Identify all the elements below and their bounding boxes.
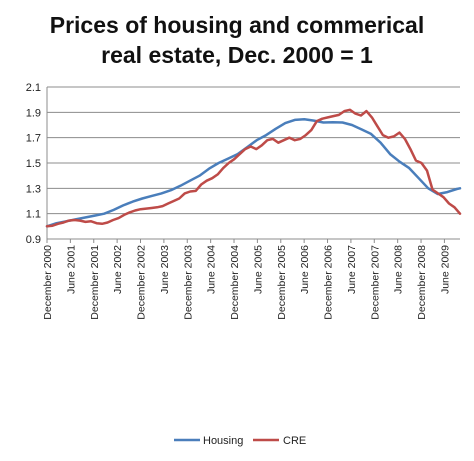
x-axis-ticks: December 2000 June 2001 December 2001 June … bbox=[42, 239, 451, 320]
x-tick-label: June 2002 bbox=[112, 245, 124, 294]
x-tick-label: June 2001 bbox=[65, 245, 77, 294]
x-tick-label: June 2003 bbox=[159, 245, 171, 294]
legend-cre-label: CRE bbox=[283, 435, 306, 447]
y-tick-label: 1.1 bbox=[26, 209, 41, 221]
x-tick-label: June 2009 bbox=[439, 245, 451, 294]
series-line-cre bbox=[45, 108, 462, 228]
axes bbox=[46, 87, 460, 240]
y-tick-label: 1.5 bbox=[26, 158, 41, 170]
x-tick-label: December 2005 bbox=[276, 245, 288, 320]
x-tick-label: June 2008 bbox=[393, 245, 405, 294]
legend: Housing CRE bbox=[174, 435, 306, 447]
x-tick-label: December 2003 bbox=[182, 245, 194, 320]
x-tick-label: June 2005 bbox=[252, 245, 264, 294]
y-tick-label: 1.9 bbox=[26, 107, 41, 119]
x-tick-label: December 2006 bbox=[323, 245, 335, 320]
y-axis-ticks: 0.9 1.1 1.3 1.5 1.7 1.9 2.1 bbox=[26, 82, 41, 246]
x-tick-label: June 2007 bbox=[346, 245, 358, 294]
x-tick-label: December 2008 bbox=[416, 245, 428, 320]
gridlines bbox=[47, 86, 460, 215]
y-tick-label: 0.9 bbox=[26, 234, 41, 246]
y-tick-label: 2.1 bbox=[26, 82, 41, 94]
series-lines bbox=[45, 108, 462, 228]
x-tick-label: June 2006 bbox=[299, 245, 311, 294]
chart-title-line-2: real estate, Dec. 2000 = 1 bbox=[101, 42, 373, 68]
x-tick-label: June 2004 bbox=[206, 245, 218, 294]
x-tick-label: December 2000 bbox=[42, 245, 54, 320]
chart-title-line-1: Prices of housing and commerical bbox=[50, 12, 425, 38]
x-tick-label: December 2002 bbox=[136, 245, 148, 320]
legend-housing-label: Housing bbox=[203, 435, 243, 447]
x-tick-label: December 2007 bbox=[369, 245, 381, 320]
y-tick-label: 1.3 bbox=[26, 183, 41, 195]
x-tick-label: December 2004 bbox=[229, 245, 241, 320]
series-line-housing bbox=[45, 118, 462, 228]
y-tick-label: 1.7 bbox=[26, 133, 41, 145]
x-tick-label: December 2001 bbox=[89, 245, 101, 320]
